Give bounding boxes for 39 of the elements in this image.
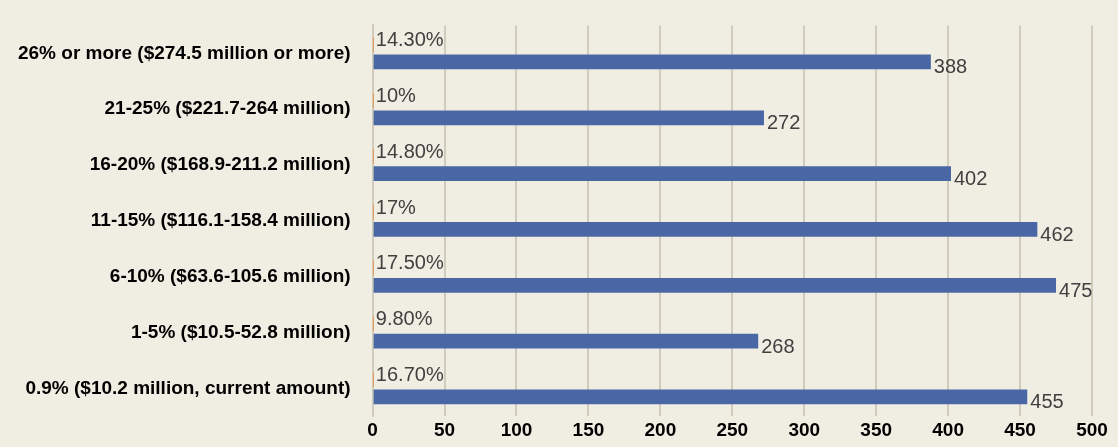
x-tick-label: 350 bbox=[860, 418, 893, 440]
bar bbox=[373, 54, 931, 70]
x-tick-label: 300 bbox=[788, 418, 821, 440]
data-label: 462 bbox=[1040, 222, 1074, 245]
x-tick-label: 200 bbox=[644, 418, 677, 440]
bar bbox=[373, 277, 1057, 293]
y-tick-label: 0.9% ($10.2 million, current amount) bbox=[25, 376, 351, 398]
data-label: 455 bbox=[1030, 390, 1064, 413]
data-label: 268 bbox=[761, 334, 795, 357]
data-label: 402 bbox=[954, 167, 988, 190]
bar bbox=[373, 110, 764, 126]
y-tick-label: 11-15% ($116.1-158.4 million) bbox=[90, 209, 351, 231]
x-tick-label: 0 bbox=[367, 418, 378, 440]
data-label: 10% bbox=[375, 84, 416, 107]
x-tick-label: 450 bbox=[1004, 418, 1036, 440]
data-label: 14.30% bbox=[375, 28, 444, 51]
bar bbox=[373, 389, 1028, 405]
data-label: 17% bbox=[375, 195, 417, 218]
x-tick-label: 100 bbox=[500, 418, 533, 440]
y-tick-label: 6-10% ($63.6-105.6 million) bbox=[109, 264, 351, 286]
data-label: 17.50% bbox=[375, 251, 444, 274]
data-label: 475 bbox=[1059, 278, 1093, 301]
x-tick-label: 50 bbox=[433, 418, 456, 440]
y-tick-label: 1-5% ($10.5-52.8 million) bbox=[130, 320, 351, 342]
x-tick-label: 400 bbox=[932, 418, 964, 440]
data-label: 388 bbox=[933, 55, 968, 78]
x-tick-label: 150 bbox=[572, 418, 605, 440]
data-label: 272 bbox=[766, 111, 801, 134]
bar bbox=[373, 333, 759, 349]
bar bbox=[373, 166, 951, 181]
data-label: 14.80% bbox=[375, 139, 444, 162]
x-tick-label: 250 bbox=[716, 418, 749, 440]
y-tick-label: 16-20% ($168.9-211.2 million) bbox=[89, 153, 351, 175]
y-tick-label: 21-25% ($221.7-264 million) bbox=[104, 97, 351, 119]
data-label: 16.70% bbox=[375, 363, 444, 386]
x-tick-label: 500 bbox=[1076, 418, 1108, 440]
data-label: 9.80% bbox=[375, 307, 433, 330]
y-tick-label: 26% or more ($274.5 million or more) bbox=[17, 41, 351, 63]
bar bbox=[373, 222, 1038, 237]
